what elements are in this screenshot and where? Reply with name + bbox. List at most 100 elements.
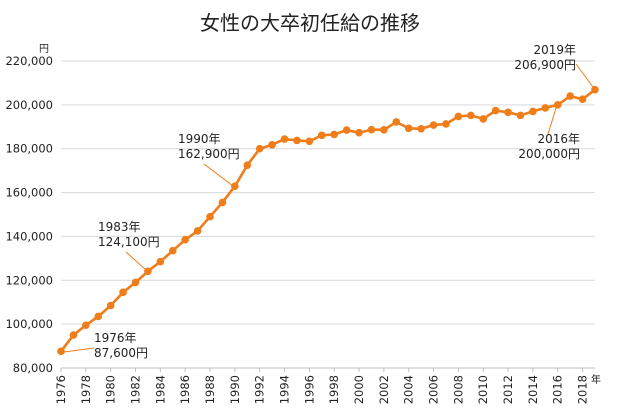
annotation-value: 124,100円: [98, 235, 160, 249]
data-point: [293, 136, 301, 145]
annotation-leader: [575, 63, 594, 88]
x-tick-label: 1984: [153, 375, 167, 404]
annotation-year: 2016年: [537, 132, 580, 146]
data-point: [231, 182, 239, 191]
data-point: [442, 120, 450, 128]
y-tick-label: 160,000: [5, 186, 53, 200]
data-point: [578, 95, 587, 103]
data-point: [144, 267, 152, 276]
x-tick-label: 2004: [402, 375, 416, 404]
data-point: [119, 288, 127, 297]
data-point: [504, 108, 512, 117]
x-tick-label: 2016: [551, 375, 565, 404]
annotation-value: 200,000円: [518, 147, 580, 161]
x-tick-label: 1978: [79, 375, 93, 404]
data-point: [168, 246, 177, 255]
x-tick-label: 2008: [451, 375, 465, 404]
data-point: [355, 128, 363, 137]
x-tick-label: 2012: [501, 375, 515, 404]
data-point: [553, 101, 562, 109]
data-point: [392, 118, 401, 126]
y-tick-label: 140,000: [5, 229, 53, 243]
data-point: [367, 125, 376, 134]
x-axis-ticks: 1976 1978 1980 1982 1984 1986 1988 1990 1992 1994…: [54, 368, 590, 404]
x-tick-label: 2014: [526, 375, 540, 404]
data-point: [94, 312, 103, 321]
data-point: [479, 115, 488, 123]
x-tick-label: 1986: [178, 375, 192, 404]
data-point: [243, 161, 252, 169]
annotation-value: 162,900円: [178, 147, 240, 161]
x-tick-label: 2002: [377, 375, 391, 404]
x-tick-label: 1982: [129, 375, 143, 404]
annotation-leader: [125, 251, 147, 271]
x-axis-unit: 年: [591, 373, 601, 386]
x-tick-label: 2018: [576, 375, 590, 404]
data-point: [181, 235, 189, 244]
annotation-year: 2019年: [533, 43, 576, 57]
data-point: [566, 92, 574, 100]
x-tick-label: 1992: [253, 375, 267, 404]
y-tick-label: 120,000: [5, 273, 53, 287]
series-line: [59, 88, 596, 353]
x-tick-label: 1988: [203, 375, 217, 404]
data-point: [529, 107, 537, 116]
data-point: [57, 347, 65, 356]
data-point: [280, 135, 289, 143]
annotation-value: 206,900円: [514, 58, 576, 72]
data-point: [268, 140, 276, 149]
x-tick-label: 1998: [327, 375, 341, 404]
data-point: [317, 131, 326, 140]
y-tick-label: 100,000: [5, 317, 53, 331]
grid-lines: [61, 60, 595, 369]
data-point: [342, 126, 351, 134]
data-point: [516, 111, 525, 120]
y-tick-label: 200,000: [5, 98, 53, 112]
data-point: [491, 106, 500, 115]
annotation-year: 1976年: [94, 331, 137, 345]
data-point: [305, 137, 314, 146]
x-tick-label: 1990: [228, 375, 242, 404]
x-tick-label: 1996: [302, 375, 316, 404]
y-tick-label: 80,000: [13, 361, 53, 375]
annotation-value: 87,600円: [94, 346, 148, 360]
data-point: [467, 111, 475, 120]
annotation-leader: [203, 163, 234, 187]
annotation-leader: [63, 347, 95, 353]
data-point: [206, 212, 214, 221]
data-point: [417, 124, 425, 133]
data-point: [218, 198, 227, 207]
y-tick-label: 180,000: [5, 142, 53, 156]
y-axis-ticks: 80,000 100,000 120,000 140,000 160,000 180,00…: [5, 54, 53, 375]
x-tick-label: 2000: [352, 375, 366, 404]
data-point: [330, 130, 339, 139]
data-point: [591, 85, 599, 94]
data-point: [541, 104, 550, 112]
x-tick-label: 2010: [476, 375, 490, 404]
data-point: [69, 331, 78, 339]
annotation-year: 1983年: [98, 220, 141, 234]
data-point: [106, 301, 115, 310]
data-point: [82, 321, 90, 330]
x-tick-label: 1994: [278, 375, 292, 404]
annotation-year: 1990年: [178, 132, 221, 146]
y-axis-unit: 円: [39, 44, 49, 55]
x-tick-label: 1976: [54, 375, 68, 404]
data-point: [404, 124, 413, 133]
x-tick-label: 2006: [427, 375, 441, 404]
data-point: [429, 121, 438, 129]
data-point: [156, 257, 165, 266]
data-point: [380, 126, 388, 134]
x-tick-label: 1980: [104, 375, 118, 404]
annotation-leader: [547, 104, 558, 135]
data-point: [193, 227, 202, 235]
y-tick-label: 220,000: [5, 54, 53, 68]
annotation-leaders: [63, 63, 594, 353]
data-point: [131, 278, 140, 287]
data-series: [57, 85, 599, 356]
data-point: [255, 144, 264, 153]
chart-title: 女性の大卒初任給の推移: [200, 11, 420, 35]
data-point: [454, 112, 463, 121]
